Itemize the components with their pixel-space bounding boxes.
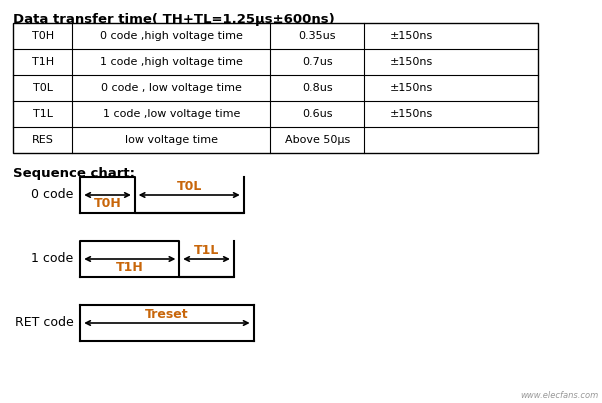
Text: ±150ns: ±150ns — [390, 57, 433, 67]
Text: 1 code: 1 code — [31, 253, 73, 266]
Text: RES: RES — [32, 135, 54, 145]
Text: 1 code ,low voltage time: 1 code ,low voltage time — [103, 109, 240, 119]
Text: T0H: T0H — [32, 31, 54, 41]
Bar — [13, 23, 538, 153]
Text: 0.35us: 0.35us — [299, 31, 336, 41]
Text: Data transfer time( TH+TL=1.25μs±600ns): Data transfer time( TH+TL=1.25μs±600ns) — [13, 13, 335, 26]
Text: ±150ns: ±150ns — [390, 109, 433, 119]
Text: T1H: T1H — [116, 261, 144, 274]
Text: T1L: T1L — [33, 109, 53, 119]
Text: www.elecfans.com: www.elecfans.com — [520, 391, 598, 400]
Text: Sequence chart:: Sequence chart: — [13, 167, 135, 180]
Text: 0.8us: 0.8us — [302, 83, 333, 93]
Text: 0.6us: 0.6us — [302, 109, 333, 119]
Text: 0 code: 0 code — [31, 189, 73, 202]
Text: ±150ns: ±150ns — [390, 31, 433, 41]
Text: 0 code ,high voltage time: 0 code ,high voltage time — [100, 31, 243, 41]
Text: Above 50μs: Above 50μs — [285, 135, 350, 145]
Text: T0H: T0H — [94, 197, 122, 210]
Text: RET code: RET code — [14, 316, 73, 330]
Text: ±150ns: ±150ns — [390, 83, 433, 93]
Text: low voltage time: low voltage time — [125, 135, 218, 145]
Text: Treset: Treset — [145, 308, 189, 321]
Text: 0.7us: 0.7us — [302, 57, 333, 67]
Text: 1 code ,high voltage time: 1 code ,high voltage time — [100, 57, 243, 67]
Text: T0L: T0L — [176, 180, 202, 193]
Text: T0L: T0L — [33, 83, 53, 93]
Text: 0 code , low voltage time: 0 code , low voltage time — [101, 83, 242, 93]
Text: T1L: T1L — [194, 244, 219, 257]
Text: T1H: T1H — [32, 57, 54, 67]
